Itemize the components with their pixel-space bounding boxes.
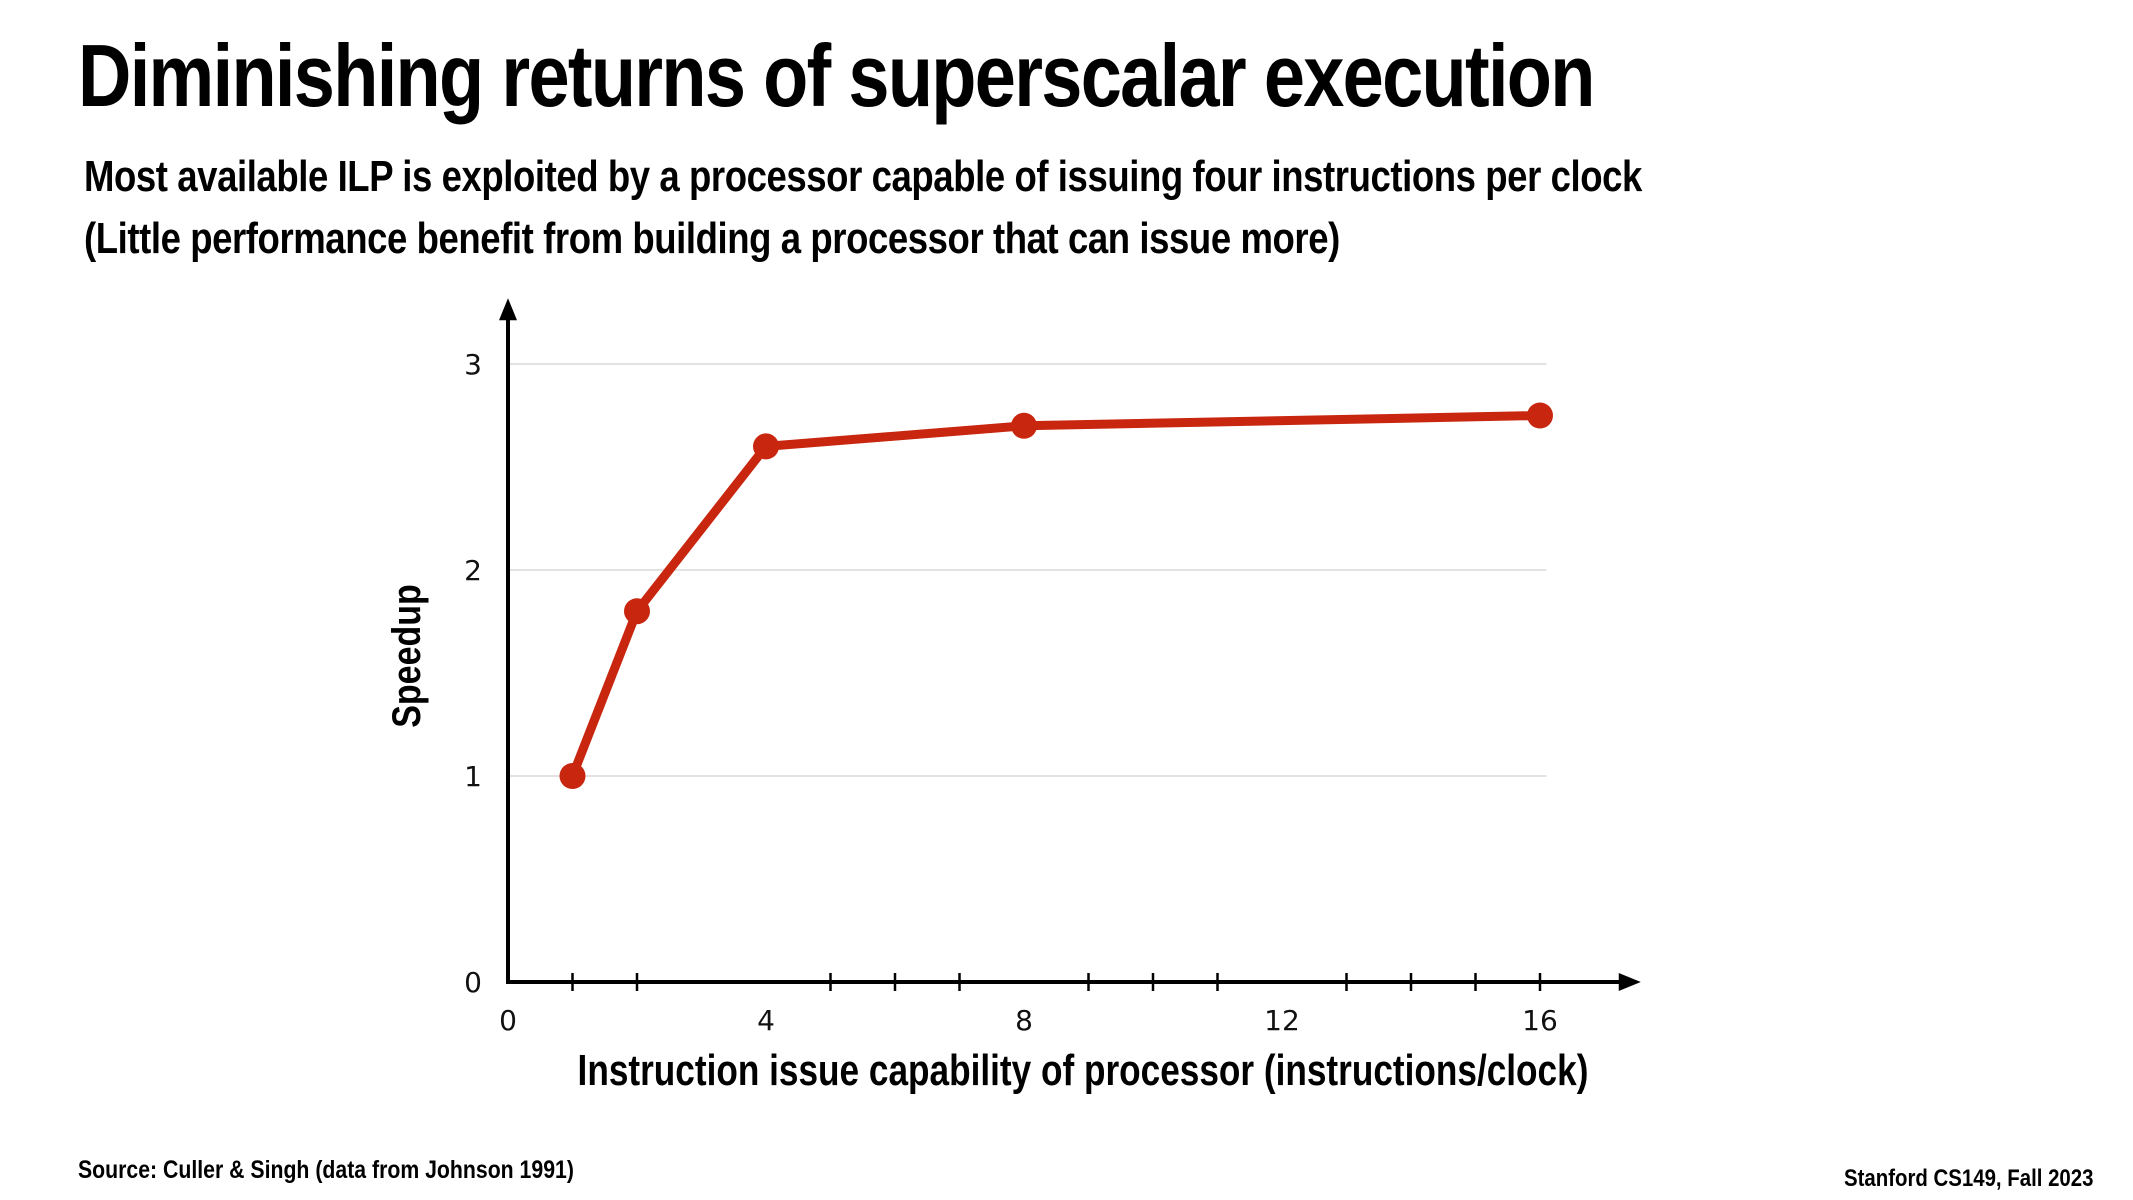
y-axis-title: Speedup — [383, 584, 428, 728]
grid-lines — [508, 363, 1547, 777]
x-tick-label: 8 — [1015, 1004, 1033, 1037]
slide-subtitle-line-2: (Little performance benefit from buildin… — [84, 214, 1340, 263]
x-tick-label: 4 — [757, 1004, 775, 1037]
speedup-point — [753, 433, 779, 460]
y-tick-label: 1 — [464, 760, 482, 793]
x-tick-label: 0 — [499, 1004, 517, 1037]
chart-axes — [499, 298, 1641, 991]
course-credit: Stanford CS149, Fall 2023 — [1843, 1165, 2093, 1192]
y-tick-label: 3 — [464, 348, 482, 381]
speedup-line — [568, 411, 1545, 781]
slide-subtitle-line-1: Most available ILP is exploited by a pro… — [84, 152, 1642, 201]
y-tick-label: 2 — [464, 554, 482, 587]
speedup-point — [559, 763, 586, 789]
speedup-point — [1011, 412, 1037, 439]
slide-title: Diminishing returns of superscalar execu… — [78, 26, 1595, 125]
x-tick-label: 16 — [1522, 1004, 1558, 1037]
speedup-series — [559, 402, 1553, 789]
y-axis-arrowhead — [499, 298, 517, 321]
source-citation: Source: Culler & Singh (data from Johnso… — [78, 1156, 574, 1184]
speedup-point — [624, 598, 650, 625]
speedup-point — [1527, 402, 1553, 429]
x-tick-label: 12 — [1264, 1004, 1300, 1037]
x-axis-arrowhead — [1618, 973, 1641, 991]
y-tick-label: 0 — [464, 966, 482, 999]
x-axis-title: Instruction issue capability of processo… — [578, 1046, 1589, 1095]
